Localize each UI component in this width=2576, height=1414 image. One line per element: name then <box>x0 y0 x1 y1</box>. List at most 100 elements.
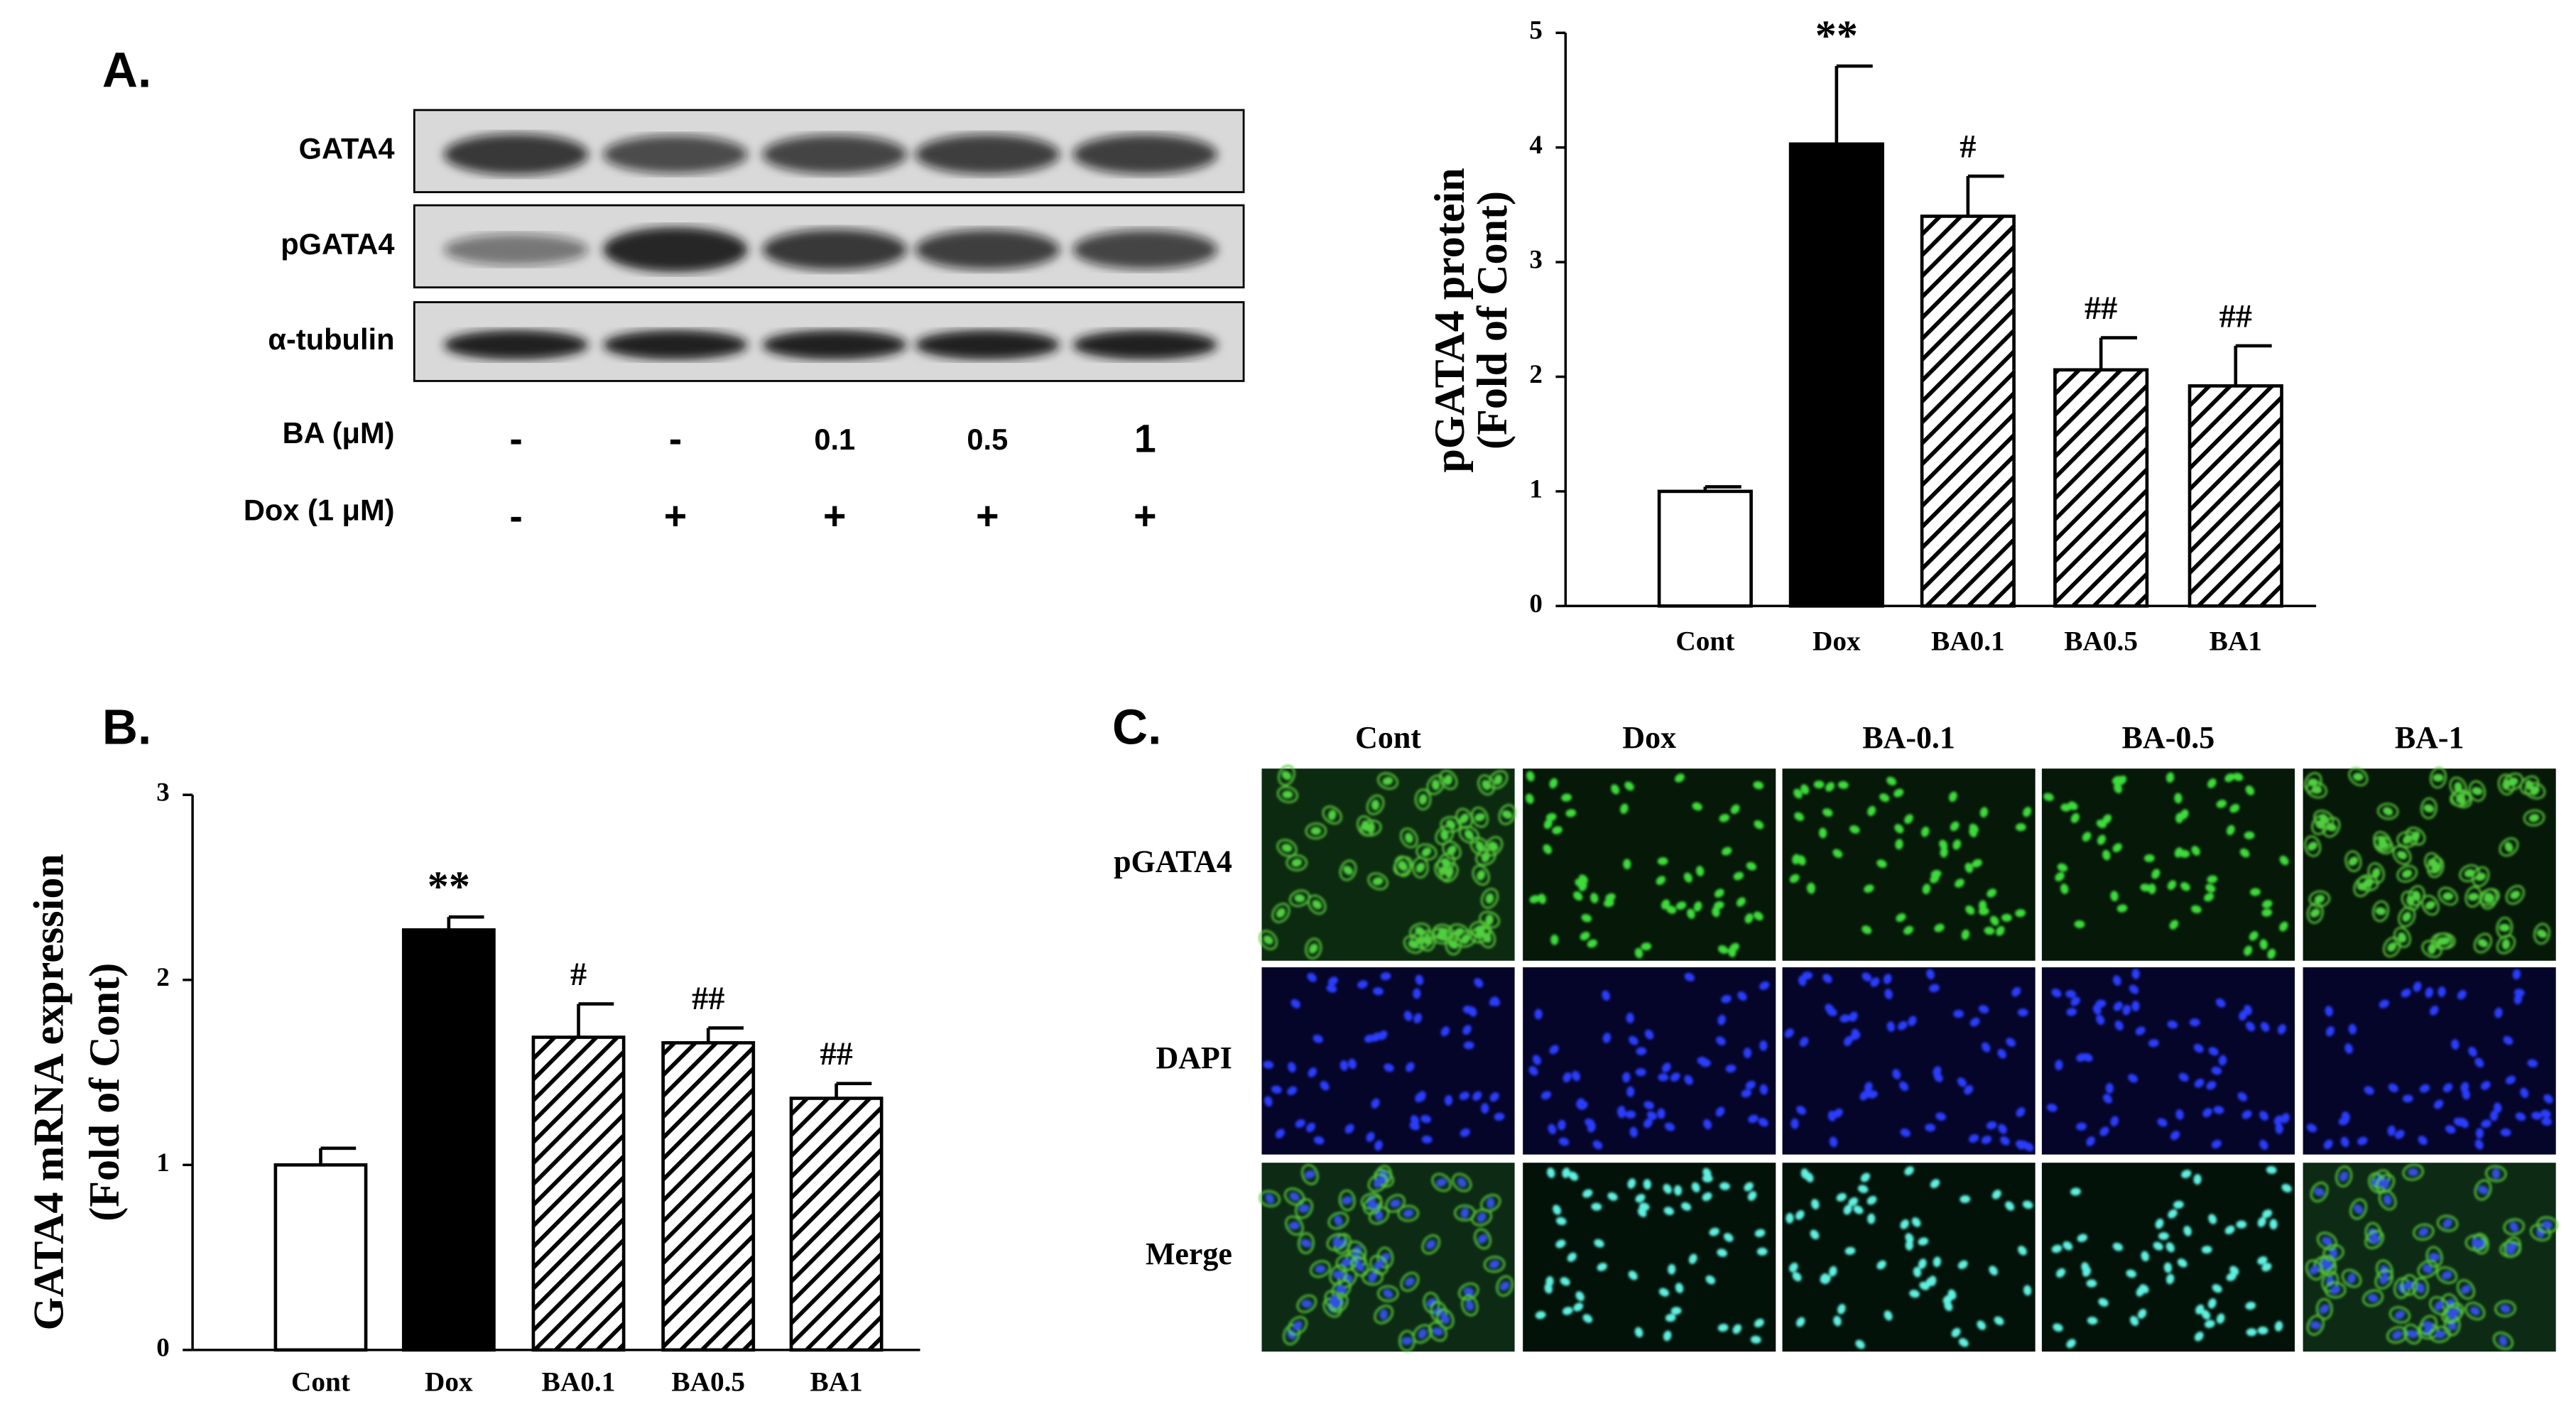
nucleus <box>1529 895 1540 903</box>
nucleus <box>1825 782 1835 792</box>
column-label: Cont <box>1355 720 1421 755</box>
nucleus <box>1964 862 1974 874</box>
nucleus <box>2193 1043 2204 1053</box>
nucleus <box>1979 807 1989 818</box>
nucleus <box>1421 847 1432 857</box>
treatment-value: 1 <box>1134 417 1156 461</box>
cell-outline <box>2441 1305 2462 1324</box>
nucleus <box>2194 1332 2204 1342</box>
nucleus <box>2022 1200 2033 1209</box>
nucleus <box>1723 1233 1734 1242</box>
significance-label: ** <box>428 863 470 910</box>
nucleus <box>1827 1111 1836 1121</box>
nucleus <box>1933 1256 1941 1268</box>
x-tick-label: BA0.1 <box>1931 625 2005 656</box>
nucleus <box>1271 1085 1282 1094</box>
nucleus <box>2181 1170 2192 1178</box>
nucleus <box>1918 1237 1929 1246</box>
nucleus <box>2229 1266 2239 1276</box>
nucleus <box>2269 1219 2278 1230</box>
cell-outline <box>2322 817 2341 838</box>
nucleus <box>2540 1109 2551 1119</box>
nucleus <box>2330 1285 2341 1295</box>
nucleus <box>1474 925 1486 934</box>
nucleus <box>2174 793 2183 804</box>
nucleus <box>2206 1081 2217 1090</box>
nucleus <box>1668 1263 1676 1275</box>
nucleus <box>1687 908 1695 919</box>
nucleus <box>1759 1040 1768 1051</box>
cell-outline <box>1288 889 1310 908</box>
nucleus <box>1981 1135 1992 1144</box>
nucleus <box>2494 1102 2502 1114</box>
nucleus <box>1942 1295 1953 1304</box>
nucleus <box>2314 1187 2325 1197</box>
cell-outline <box>2383 936 2401 957</box>
nucleus <box>1674 1185 1683 1196</box>
nucleus <box>2348 856 2359 866</box>
y-tick-label: 3 <box>156 778 170 807</box>
treatment-value: 0.1 <box>814 423 855 456</box>
nucleus <box>1743 1048 1751 1059</box>
nucleus <box>1298 1204 1310 1213</box>
nucleus <box>2237 1092 2247 1102</box>
nucleus <box>1447 845 1457 855</box>
nucleus <box>1722 847 1732 856</box>
cell-outline <box>2496 934 2516 955</box>
nucleus <box>2126 1269 2137 1278</box>
nucleus <box>1950 821 1960 832</box>
nucleus <box>1343 866 1353 875</box>
nucleus <box>1440 830 1449 841</box>
nucleus <box>2394 1310 2405 1320</box>
nucleus <box>2442 1271 2452 1280</box>
cell-outline <box>1496 1275 1513 1297</box>
nucleus <box>1562 1307 1573 1315</box>
nucleus <box>2378 841 2389 849</box>
cell-outline <box>1310 1260 1331 1278</box>
x-tick-label: BA0.1 <box>542 1366 616 1397</box>
cell-outline <box>2402 1163 2424 1181</box>
cell-outline <box>1431 1173 1452 1192</box>
nucleus <box>1305 1170 1315 1179</box>
cell-outline <box>2373 835 2394 854</box>
cell-outline <box>2316 1231 2337 1251</box>
nucleus <box>2387 1125 2396 1136</box>
nucleus <box>1372 877 1384 886</box>
nucleus <box>2112 843 2122 853</box>
panel-label: C. <box>1112 699 1161 754</box>
nucleus <box>1578 881 1587 891</box>
nucleus <box>1879 793 1890 803</box>
nucleus <box>2468 893 2479 901</box>
nucleus <box>2536 929 2547 938</box>
nucleus <box>1597 1263 1607 1271</box>
nucleus <box>1307 972 1317 982</box>
nucleus <box>1675 773 1685 783</box>
blot-band <box>443 330 589 360</box>
nucleus <box>2401 989 2411 998</box>
nucleus <box>2018 1246 2027 1256</box>
nucleus <box>2208 1214 2217 1224</box>
nucleus <box>2261 1263 2272 1272</box>
nucleus <box>2216 1313 2225 1324</box>
nucleus <box>2070 996 2080 1006</box>
nucleus <box>1897 1021 1908 1030</box>
nucleus <box>1627 1178 1636 1189</box>
nucleus <box>1362 820 1370 832</box>
cell-outline <box>2436 1214 2459 1232</box>
nucleus <box>1957 1077 1967 1087</box>
nucleus <box>1952 839 1962 850</box>
nucleus <box>1368 1272 1377 1283</box>
nucleus <box>2246 1021 2255 1032</box>
cell-outline <box>1461 1295 1479 1317</box>
nucleus <box>1629 1035 1638 1045</box>
nucleus <box>1549 778 1558 789</box>
nucleus <box>1594 1239 1604 1248</box>
nucleus <box>2339 1171 2349 1182</box>
nucleus <box>1991 1190 2001 1200</box>
nucleus <box>2175 1109 2184 1120</box>
micrograph <box>1782 967 2036 1155</box>
nucleus <box>1867 805 1876 817</box>
nucleus <box>2194 1078 2205 1088</box>
y-tick-label: 0 <box>1529 589 1543 619</box>
nucleus <box>1477 1212 1487 1222</box>
